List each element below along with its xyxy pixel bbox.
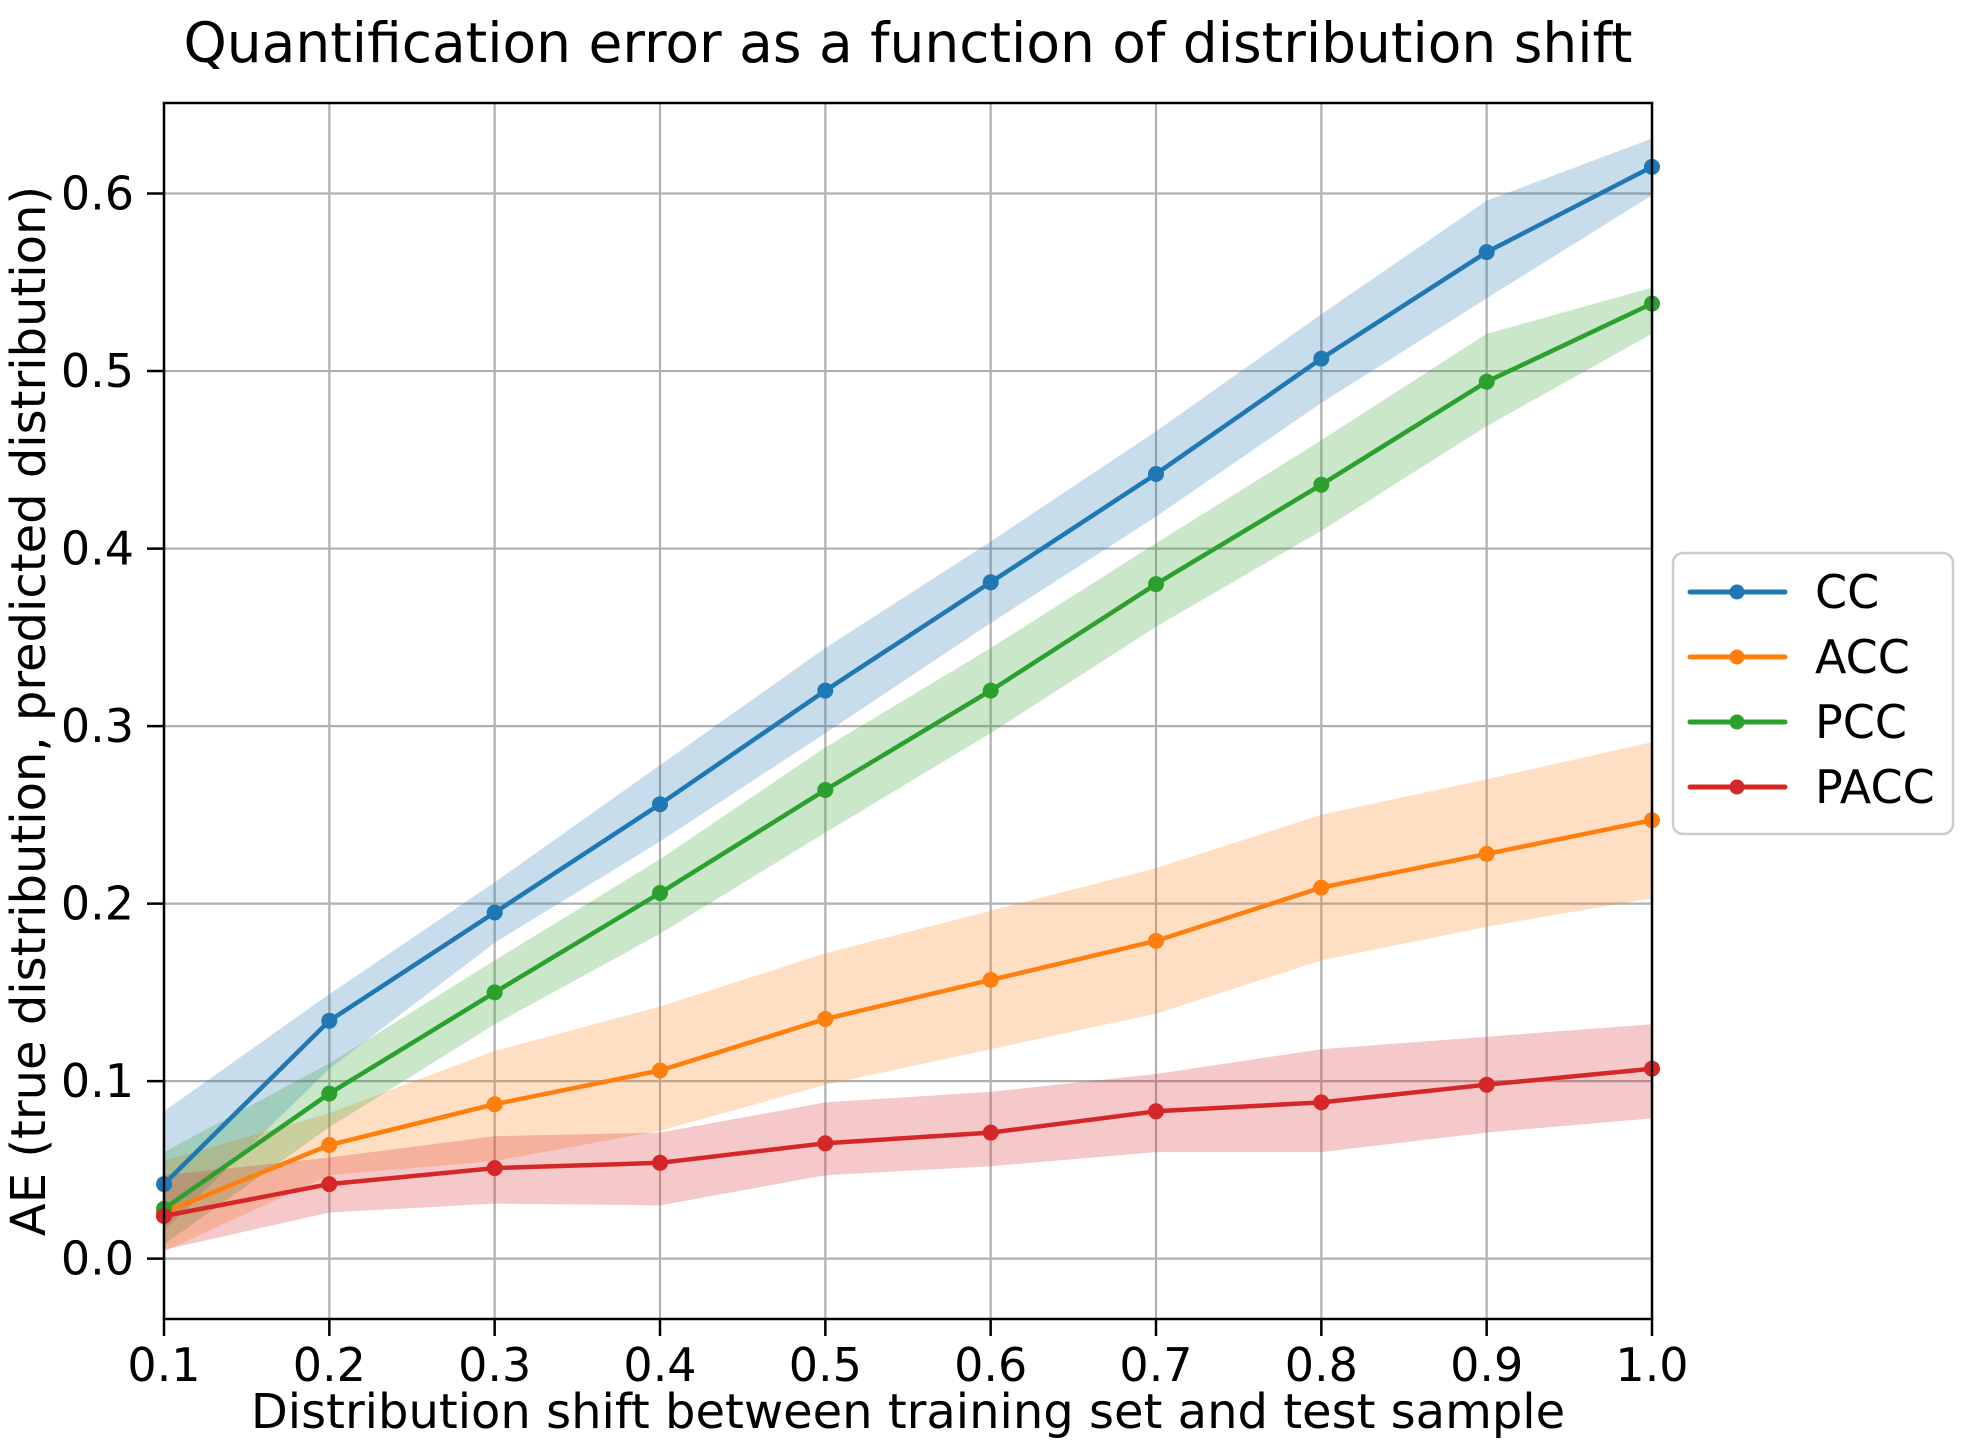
x-tick-label: 1.0 (1615, 1338, 1688, 1392)
data-point-acc (982, 971, 999, 988)
data-point-pcc (1313, 476, 1330, 493)
data-point-pcc (817, 782, 834, 798)
data-point-pcc (321, 1085, 338, 1102)
y-tick-label: 0.0 (61, 1232, 134, 1286)
data-point-acc (486, 1096, 503, 1113)
x-tick-label: 0.9 (1450, 1338, 1523, 1392)
legend-label: PACC (1815, 760, 1935, 814)
y-tick-label: 0.2 (61, 877, 134, 931)
x-tick-label: 0.2 (293, 1338, 366, 1392)
tick-marks (147, 192, 1654, 1336)
data-point-pcc (486, 984, 503, 1001)
data-point-acc (1478, 845, 1495, 862)
legend-label: CC (1815, 565, 1879, 619)
data-point-cc (1478, 244, 1495, 261)
data-point-pcc (982, 682, 999, 699)
y-tick-label: 0.6 (61, 167, 134, 221)
x-tick-label: 0.1 (127, 1338, 200, 1392)
legend: CC ACC PCC PACC (1671, 551, 1955, 836)
x-axis-label: Distribution shift between training set … (251, 1384, 1565, 1440)
y-tick-labels: 0.0 0.1 0.2 0.3 0.4 0.5 0.6 (61, 167, 134, 1286)
x-tick-label: 0.5 (789, 1338, 862, 1392)
y-tick-label: 0.5 (61, 344, 134, 398)
data-point-pacc (817, 1135, 834, 1152)
data-point-cc (817, 682, 834, 699)
series-bands (164, 138, 1652, 1252)
plot-border (162, 101, 1654, 1321)
data-point-cc (982, 574, 999, 591)
series-line-acc (161, 817, 1655, 1215)
y-tick-label: 0.3 (61, 699, 134, 753)
gridlines (162, 103, 1654, 1319)
legend-item-pcc: PCC (1687, 695, 1907, 749)
series-lines (156, 158, 1660, 1224)
series-line-cc (161, 164, 1655, 1187)
legend-item-pacc: PACC (1687, 760, 1935, 814)
data-point-pcc (1478, 373, 1495, 390)
data-point-cc (486, 904, 503, 921)
x-tick-label: 0.3 (458, 1338, 531, 1392)
legend-marker (1729, 779, 1745, 795)
series-line-pacc (161, 1066, 1655, 1219)
data-point-cc (1313, 350, 1330, 367)
legend-label: PCC (1815, 695, 1907, 749)
data-point-acc (817, 1011, 834, 1027)
x-tick-labels: 0.1 0.2 0.3 0.4 0.5 0.6 0.7 0.8 0.9 1.0 (127, 1338, 1688, 1392)
data-point-pacc (652, 1154, 668, 1171)
data-point-acc (1148, 932, 1164, 949)
y-axis-label: AE (true distribution, predicted distrib… (1, 186, 57, 1236)
data-point-pacc (1313, 1094, 1330, 1111)
legend-label: ACC (1815, 630, 1910, 684)
data-point-pacc (321, 1176, 338, 1193)
data-point-acc (321, 1137, 338, 1153)
data-point-pacc (1478, 1076, 1495, 1093)
x-tick-label: 0.7 (1119, 1338, 1192, 1392)
data-point-cc (1148, 466, 1164, 482)
legend-item-acc: ACC (1687, 630, 1910, 684)
confidence-band-acc (164, 742, 1652, 1252)
legend-box (1671, 551, 1955, 836)
confidence-band-pcc (164, 287, 1652, 1245)
legend-item-cc: CC (1687, 565, 1879, 619)
data-point-cc (652, 796, 668, 813)
y-tick-label: 0.1 (61, 1054, 134, 1108)
data-point-pacc (1148, 1103, 1164, 1120)
y-tick-label: 0.4 (61, 522, 134, 576)
x-tick-label: 0.4 (623, 1338, 696, 1392)
data-point-acc (652, 1062, 668, 1079)
x-tick-label: 0.6 (954, 1338, 1027, 1392)
legend-marker (1729, 649, 1745, 665)
legend-marker (1729, 584, 1745, 600)
legend-marker (1729, 714, 1745, 730)
series-line-pcc (161, 301, 1655, 1212)
data-point-pcc (1148, 576, 1164, 593)
data-point-acc (1313, 879, 1330, 896)
chart-title: Quantification error as a function of di… (184, 11, 1633, 75)
x-tick-label: 0.8 (1285, 1338, 1358, 1392)
confidence-band-cc (164, 138, 1652, 1231)
plot-spines (162, 101, 1654, 1321)
data-point-pacc (982, 1124, 999, 1141)
data-point-pcc (652, 885, 668, 901)
data-point-pacc (486, 1160, 503, 1177)
data-point-cc (321, 1012, 338, 1029)
